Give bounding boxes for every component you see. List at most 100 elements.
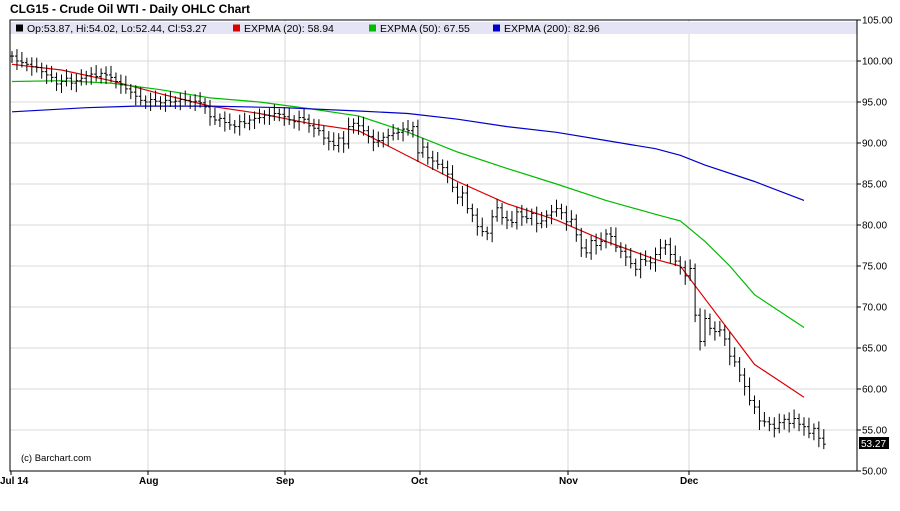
ohlc-bar xyxy=(589,235,594,260)
ohlc-bar xyxy=(133,85,138,106)
ohlc-bar xyxy=(118,74,123,94)
ohlc-bar xyxy=(341,131,346,153)
ohlc-bar xyxy=(569,210,574,227)
legend-ema50: EXPMA (50): 67.55 xyxy=(380,23,470,35)
ohlc-bar xyxy=(608,227,613,246)
ohlc-bar xyxy=(742,368,747,396)
ohlc-bar xyxy=(732,347,737,367)
ohlc-bar xyxy=(643,250,648,266)
legend-swatch-ema50 xyxy=(369,24,376,32)
ohlc-bar xyxy=(158,96,163,110)
ohlc-bar xyxy=(113,72,118,89)
ohlc-bar xyxy=(287,107,292,125)
ohlc-bar xyxy=(415,119,420,162)
ohlc-bar xyxy=(252,111,257,130)
ohlc-bar xyxy=(693,263,698,323)
plot-border xyxy=(9,19,858,472)
ohlc-bar xyxy=(425,142,430,165)
ohlc-bar xyxy=(529,208,534,226)
ohlc-bar xyxy=(806,417,811,439)
ohlc-bar xyxy=(688,259,693,281)
ohlc-bar xyxy=(321,125,326,146)
ohlc-bar xyxy=(772,417,777,438)
ohlc-bar xyxy=(79,69,84,86)
last-value-label: 53.27 xyxy=(861,439,886,450)
ohlc-bar xyxy=(485,226,490,241)
series-ema20-line xyxy=(11,63,805,398)
ohlc-bar xyxy=(460,186,465,207)
ohlc-bar xyxy=(188,95,193,109)
ohlc-bar xyxy=(584,238,589,258)
ohlc-bar xyxy=(514,206,519,230)
ohlc-bar xyxy=(311,118,316,138)
ohlc-bar xyxy=(203,97,208,114)
ohlc-bar xyxy=(351,118,356,134)
ohlc-bar xyxy=(618,242,623,259)
x-tick-label: Dec xyxy=(680,476,699,487)
y-tick-label: 60.00 xyxy=(862,385,887,396)
ohlc-bar xyxy=(524,207,529,224)
legend-ohlc-summary: Op:53.87, Hi:54.02, Lo:52.44, Cl:53.27 xyxy=(27,23,207,35)
ohlc-bar xyxy=(183,90,188,106)
ohlc-bar xyxy=(39,62,44,79)
ohlc-bar xyxy=(698,308,703,351)
ohlc-bar xyxy=(683,260,688,285)
legend-swatch-ema200 xyxy=(493,24,500,32)
y-tick-label: 85.00 xyxy=(862,180,887,191)
ohlc-bars xyxy=(10,49,826,450)
ohlc-bar xyxy=(148,92,153,112)
ohlc-bar xyxy=(648,256,653,270)
ohlc-bar xyxy=(579,227,584,257)
ohlc-bar xyxy=(782,414,787,430)
ohlc-bar xyxy=(232,120,237,134)
ohlc-bar xyxy=(802,417,806,436)
ohlc-bar xyxy=(44,64,49,84)
ohlc-bar xyxy=(445,160,450,184)
ohlc-bar xyxy=(703,309,707,347)
x-tick-label: Nov xyxy=(559,476,578,487)
x-tick-label: Jul 14 xyxy=(0,476,29,487)
ohlc-bar xyxy=(99,68,104,84)
ema-lines xyxy=(11,63,805,398)
ohlc-bar xyxy=(623,244,628,266)
ohlc-bar xyxy=(391,124,396,141)
ohlc-bar xyxy=(302,108,307,125)
ohlc-bar xyxy=(811,423,816,441)
ohlc-bar xyxy=(539,211,544,229)
ohlc-bar xyxy=(54,72,59,91)
ohlc-bar xyxy=(331,132,336,151)
ohlc-bar xyxy=(767,416,772,432)
ohlc-bar xyxy=(346,117,351,149)
ohlc-bar xyxy=(386,128,391,147)
plot-grid xyxy=(10,20,857,471)
ohlc-bar xyxy=(153,90,158,107)
ohlc-bar xyxy=(668,237,673,264)
chart-credit: (c) Barchart.com xyxy=(21,453,91,464)
ohlc-bar xyxy=(455,182,460,205)
ohlc-bar xyxy=(292,115,297,129)
ohlc-bar xyxy=(262,110,267,125)
ohlc-bar xyxy=(74,73,79,93)
ohlc-bar xyxy=(544,210,549,228)
ohlc-bar xyxy=(227,113,232,130)
ohlc-bar xyxy=(257,108,262,124)
ohlc-bar xyxy=(440,159,445,175)
x-tick-label: Oct xyxy=(411,476,428,487)
ohlc-bar xyxy=(381,132,386,148)
ohlc-bar xyxy=(69,73,74,91)
y-tick-label: 105.00 xyxy=(862,16,893,27)
ohlc-bar xyxy=(534,206,539,233)
ohlc-bar xyxy=(663,239,668,255)
ohlc-bar xyxy=(49,65,54,83)
ohlc-bar xyxy=(356,116,361,135)
ohlc-bar xyxy=(821,429,826,450)
ohlc-bar xyxy=(712,321,717,341)
ohlc-bar xyxy=(757,400,762,430)
ohlc-bar xyxy=(123,75,128,94)
ohlc-bar xyxy=(480,217,485,237)
ohlc-bar xyxy=(420,138,425,158)
ohlc-bar xyxy=(59,74,64,93)
ohlc-bar xyxy=(475,208,480,236)
